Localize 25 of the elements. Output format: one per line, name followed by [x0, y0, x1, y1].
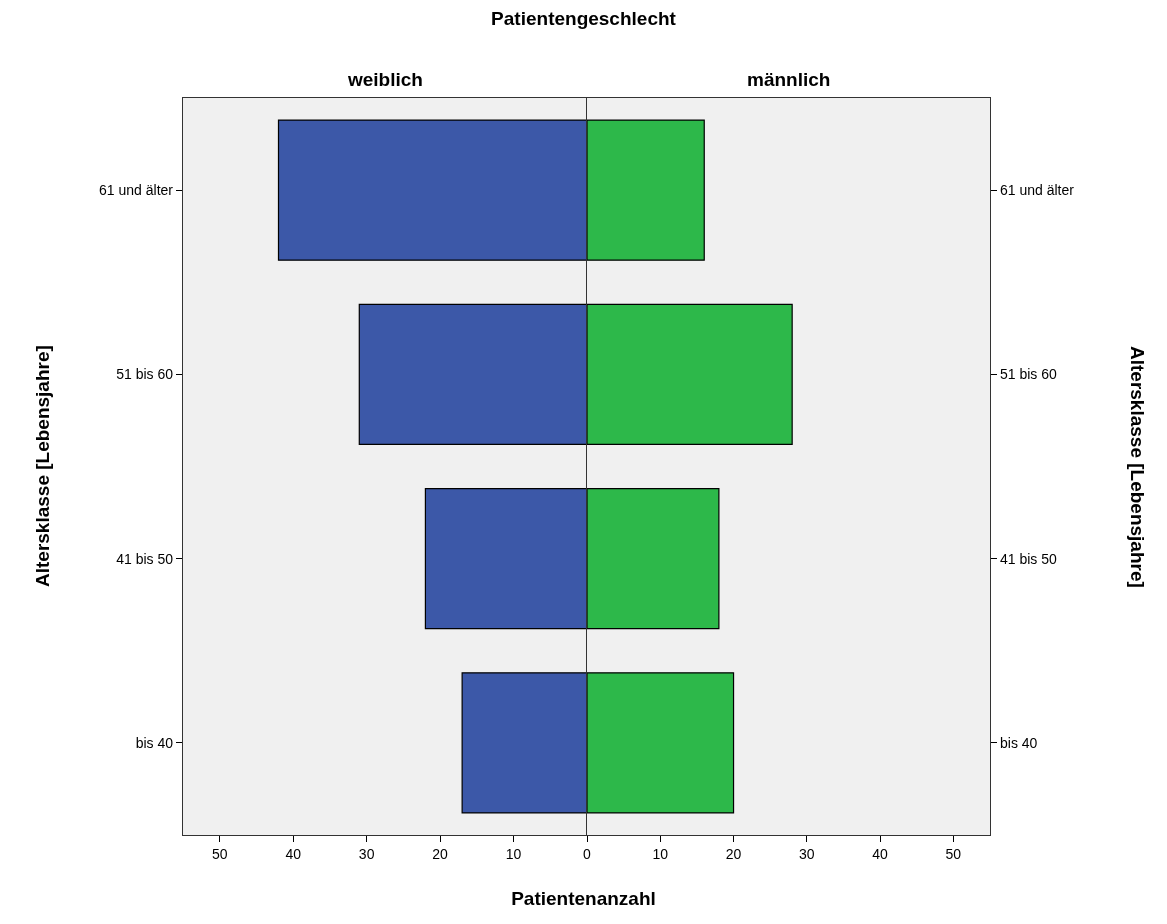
- y-tick-label: bis 40: [135, 734, 174, 751]
- y-tick-label: 41 bis 50: [116, 550, 174, 567]
- x-tick-label: 40: [285, 846, 302, 862]
- y-axis-title: Altersklasse [Lebensjahre]: [1127, 346, 1148, 588]
- x-tick-label: 0: [583, 846, 592, 862]
- y-axis-title: Altersklasse [Lebensjahre]: [32, 345, 53, 587]
- x-tick-label: 40: [872, 846, 889, 862]
- chart-title: Patientengeschlecht: [490, 8, 677, 30]
- y-tick-label: 61 und älter: [1000, 182, 1075, 199]
- x-tick-label: 50: [945, 846, 962, 862]
- x-tick-label: 20: [432, 846, 449, 862]
- y-tick-label: bis 40: [1000, 734, 1038, 751]
- x-tick-label: 10: [505, 846, 522, 862]
- x-tick-label: 30: [799, 846, 815, 862]
- chart-subtitle: männlich: [747, 69, 831, 90]
- y-tick-label: 41 bis 50: [1000, 550, 1058, 567]
- y-tick-label: 51 bis 60: [1000, 366, 1058, 383]
- x-tick-label: 30: [358, 846, 375, 862]
- chart-subtitle: weiblich: [347, 69, 423, 90]
- x-tick-label: 10: [652, 846, 669, 862]
- x-axis-title: Patientenanzahl: [510, 888, 657, 910]
- y-tick-label: 51 bis 60: [116, 366, 174, 383]
- y-tick-label: 61 und älter: [99, 182, 174, 199]
- x-tick-label: 50: [211, 846, 228, 862]
- x-tick-label: 20: [725, 846, 742, 862]
